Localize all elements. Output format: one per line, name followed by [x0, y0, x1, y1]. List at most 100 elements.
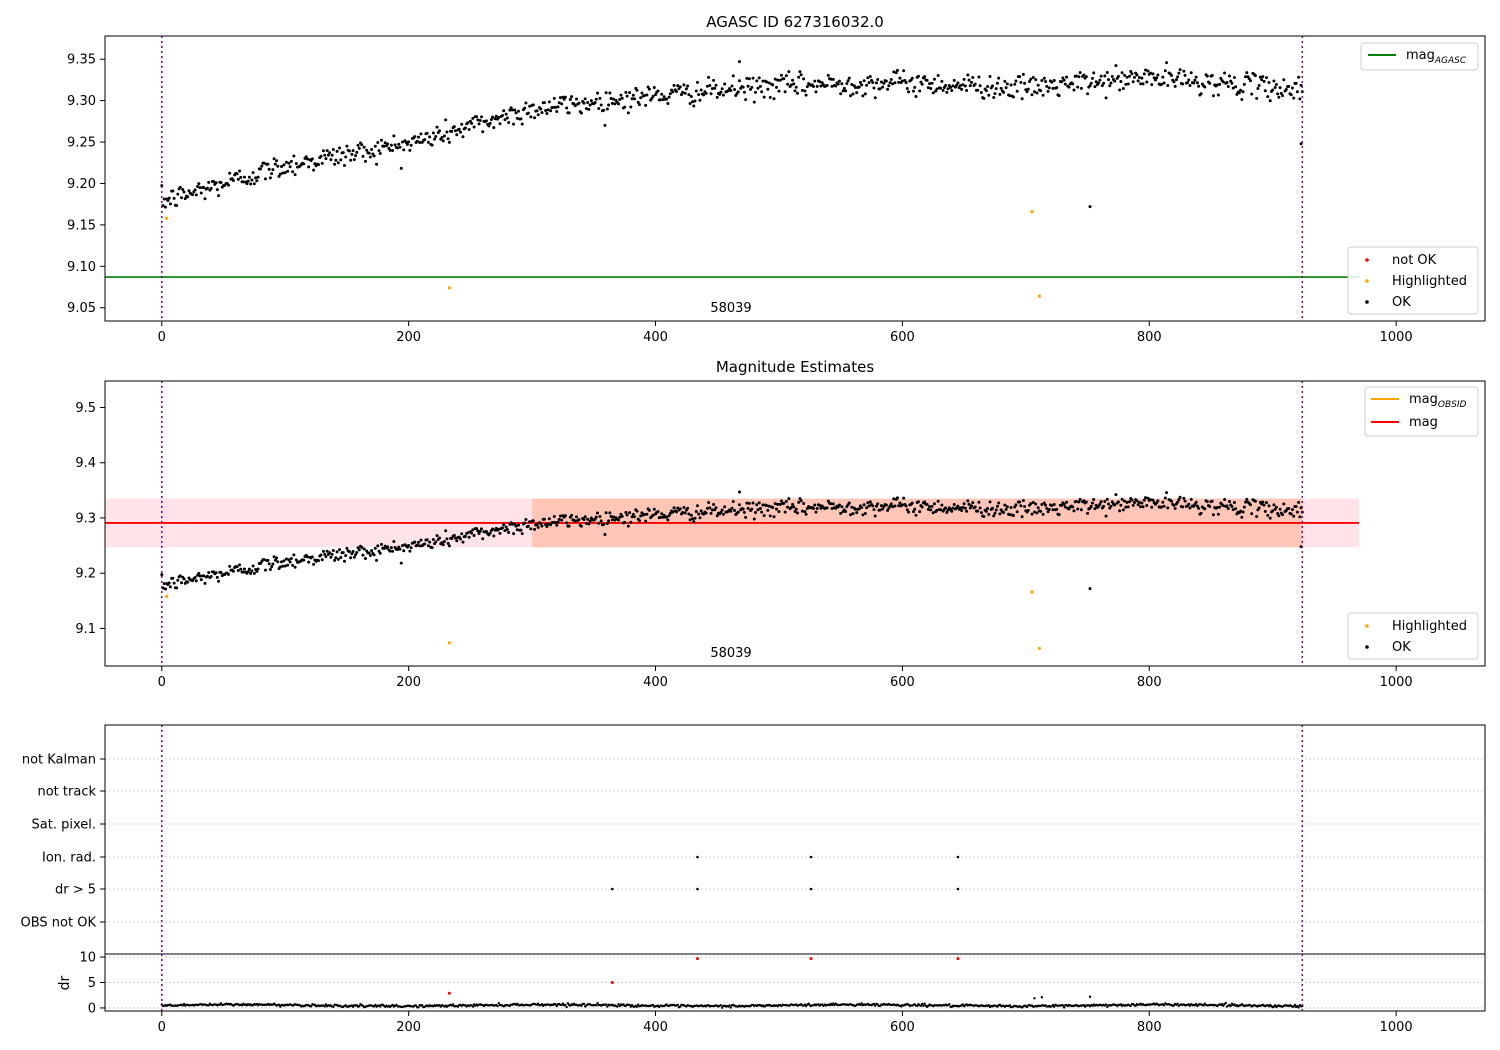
ok-point [1289, 93, 1293, 97]
ok-point [338, 146, 342, 150]
ok-point [951, 506, 955, 510]
ok-point [351, 549, 355, 553]
ok-point [463, 534, 467, 538]
ok-point [665, 515, 669, 519]
ok-point [1090, 501, 1094, 505]
dr-point [920, 1002, 924, 1006]
ok-point [441, 543, 445, 547]
ok-point [251, 171, 255, 175]
ok-point [765, 504, 769, 508]
ok-point [1188, 506, 1192, 510]
ok-point [998, 512, 1002, 516]
ok-point [276, 560, 280, 564]
ok-point [239, 567, 243, 571]
ok-point [1090, 76, 1094, 80]
ok-point [503, 529, 507, 533]
ok-point [644, 519, 648, 523]
ok-point [1225, 504, 1229, 508]
ok-point [163, 587, 167, 591]
ok-point [766, 508, 770, 512]
ok-point [531, 519, 535, 523]
ok-point [737, 79, 741, 83]
ok-point [1284, 87, 1288, 91]
ok-point [1121, 87, 1125, 91]
ok-point [531, 103, 535, 107]
legend-label-not-ok: not OK [1392, 253, 1437, 268]
ok-point [626, 111, 630, 115]
ok-point [718, 92, 722, 96]
ok-point [1062, 502, 1066, 506]
ok-point [1208, 81, 1212, 85]
ok-point [1188, 84, 1192, 88]
ok-point [773, 502, 777, 506]
ok-point [1255, 96, 1259, 100]
ok-point [215, 575, 219, 579]
ok-point [1019, 504, 1023, 508]
ok-point [183, 197, 187, 201]
ok-point [897, 504, 901, 508]
ok-point [647, 87, 651, 91]
ok-point [389, 546, 393, 550]
ok-point [787, 70, 791, 74]
ok-point [973, 82, 977, 86]
ok-point [879, 504, 883, 508]
ok-point [524, 518, 528, 522]
ok-point [347, 550, 351, 554]
dr-point [1134, 1004, 1137, 1008]
ok-point [517, 109, 521, 113]
ok-point [1150, 83, 1154, 87]
ok-point [1018, 500, 1022, 504]
ok-point [386, 545, 390, 549]
ok-point [1295, 510, 1299, 514]
ok-point [1178, 68, 1182, 72]
ok-point [446, 541, 450, 545]
highlighted-point [447, 641, 451, 645]
ok-point [217, 579, 221, 583]
ok-point [904, 504, 908, 508]
ok-point [417, 135, 421, 139]
dr-point [566, 1002, 570, 1005]
ok-point [236, 177, 240, 181]
y-tick-label: 9.10 [67, 260, 96, 275]
ok-point [546, 108, 550, 112]
ok-point [440, 541, 444, 545]
ok-point [363, 159, 367, 163]
ok-point [540, 524, 544, 528]
flags-panel: not Kalman not track Sat. pixel. Ion. rad. d… [21, 724, 1486, 955]
ok-point [1140, 76, 1144, 80]
ok-point [331, 549, 335, 553]
ok-point [768, 514, 772, 518]
ok-point [1160, 505, 1164, 509]
ok-point [484, 119, 488, 123]
ok-point [198, 186, 202, 190]
ok-point [608, 91, 612, 95]
ok-point [288, 165, 292, 169]
ok-point [481, 130, 485, 134]
flag-point [956, 855, 960, 859]
ok-point [1078, 71, 1082, 75]
ok-point [528, 104, 532, 108]
ok-point [302, 162, 306, 166]
dr-point [309, 1005, 313, 1008]
legend-label-ok-2: OK [1392, 640, 1411, 655]
ok-point [289, 159, 293, 163]
ok-point [765, 80, 769, 84]
ok-point [284, 557, 288, 561]
ok-point [378, 151, 382, 155]
ok-point [1103, 500, 1107, 504]
ok-point [895, 68, 899, 72]
ok-point [1030, 93, 1034, 97]
ok-point [497, 115, 501, 119]
ok-point [794, 507, 798, 511]
ok-point [1063, 505, 1067, 509]
ok-point [180, 196, 184, 200]
ok-point [1088, 587, 1092, 591]
dr-point [1273, 1004, 1277, 1007]
ok-point [355, 550, 359, 554]
ok-point [419, 538, 423, 542]
ok-point [181, 188, 185, 192]
dr-point [1104, 1003, 1108, 1006]
ok-point [683, 91, 687, 95]
ok-point [478, 119, 482, 123]
ok-point [841, 89, 845, 93]
